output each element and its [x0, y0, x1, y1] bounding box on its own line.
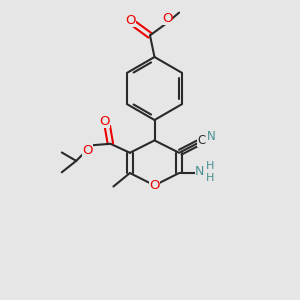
Text: H: H: [206, 161, 214, 171]
Text: O: O: [149, 179, 160, 192]
Text: O: O: [162, 12, 172, 25]
Text: O: O: [99, 115, 110, 128]
Text: N: N: [206, 130, 215, 143]
Text: O: O: [82, 144, 93, 157]
Text: C: C: [197, 134, 205, 147]
Text: H: H: [206, 173, 214, 183]
Text: O: O: [125, 14, 136, 27]
Text: N: N: [195, 165, 204, 178]
